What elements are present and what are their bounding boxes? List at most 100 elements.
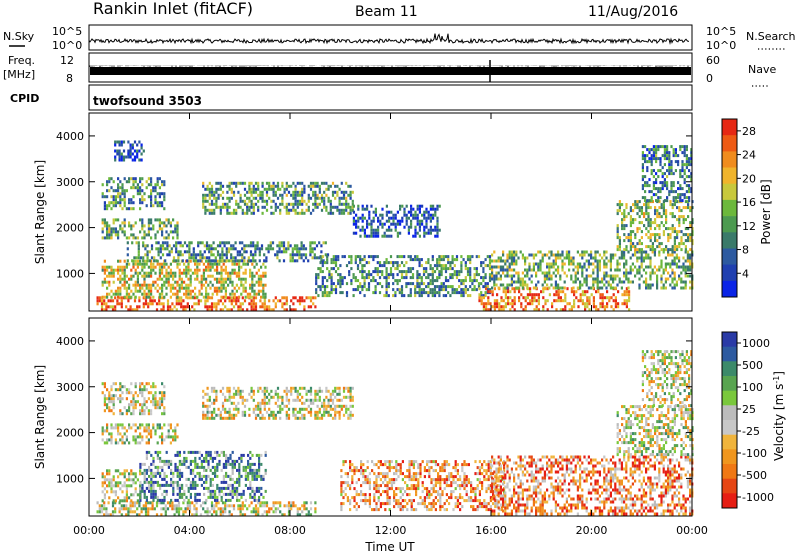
power-echo-cell bbox=[551, 305, 554, 309]
power-echo-cell bbox=[290, 208, 293, 212]
power-echo-cell bbox=[513, 259, 516, 263]
power-echo-cell bbox=[139, 201, 142, 205]
power-echo-cell bbox=[389, 255, 393, 259]
power-echo-cell bbox=[169, 289, 172, 293]
power-echo-cell bbox=[205, 277, 208, 281]
power-echo-cell bbox=[614, 268, 617, 272]
power-echo-cell bbox=[307, 205, 310, 209]
power-echo-cell bbox=[219, 308, 222, 312]
power-echo-cell bbox=[178, 283, 181, 287]
velocity-echo-cell bbox=[251, 489, 254, 493]
power-echo-cell bbox=[357, 219, 360, 223]
power-echo-cell bbox=[128, 198, 131, 202]
power-echo-cell bbox=[206, 193, 209, 197]
power-echo-cell bbox=[292, 193, 295, 197]
power-echo-cell bbox=[652, 154, 655, 158]
power-echo-cell bbox=[618, 277, 621, 281]
power-echo-cell bbox=[682, 242, 685, 246]
power-echo-cell bbox=[294, 211, 297, 215]
velocity-echo-cell bbox=[114, 507, 117, 511]
power-echo-cell bbox=[354, 258, 357, 262]
power-echo-cell bbox=[675, 283, 678, 287]
power-echo-cell bbox=[670, 172, 673, 176]
velocity-echo-cell bbox=[211, 483, 214, 487]
power-echo-cell bbox=[387, 285, 390, 289]
power-echo-cell bbox=[194, 286, 197, 290]
power-echo-cell bbox=[685, 196, 688, 200]
power-echo-cell bbox=[460, 282, 463, 286]
power-echo-cell bbox=[254, 202, 258, 206]
velocity-echo-cell bbox=[209, 456, 212, 460]
power-echo-cell bbox=[126, 247, 129, 251]
power-echo-cell bbox=[200, 283, 203, 287]
power-echo-cell bbox=[150, 227, 153, 231]
power-echo-cell bbox=[688, 190, 691, 194]
power-echo-cell bbox=[322, 241, 325, 245]
power-echo-cell bbox=[173, 305, 176, 309]
power-echo-cell bbox=[238, 268, 241, 272]
power-echo-cell bbox=[254, 187, 258, 191]
power-echo-cell bbox=[106, 286, 109, 290]
power-echo-cell bbox=[161, 253, 165, 257]
power-echo-cell bbox=[116, 140, 119, 144]
velocity-echo-cell bbox=[254, 504, 258, 508]
nave-label: Nave bbox=[748, 63, 776, 76]
power-echo-cell bbox=[252, 308, 255, 312]
power-echo-cell bbox=[678, 206, 681, 210]
power-echo-cell bbox=[261, 211, 264, 215]
power-echo-cell bbox=[412, 234, 415, 238]
velocity-echo-cell bbox=[251, 462, 254, 466]
velocity-echo-cell bbox=[251, 453, 254, 457]
velocity-echo-cell bbox=[123, 481, 126, 485]
power-echo-cell bbox=[537, 250, 540, 254]
velocity-echo-cell bbox=[161, 426, 164, 430]
power-echo-cell bbox=[638, 206, 641, 210]
velocity-echo-cell bbox=[249, 465, 252, 469]
power-echo-cell bbox=[314, 305, 317, 309]
power-echo-cell bbox=[143, 230, 146, 234]
velocity-echo-cell bbox=[214, 468, 217, 472]
velocity-echo-cell bbox=[152, 471, 155, 475]
velocity-echo-cell bbox=[112, 478, 115, 482]
power-echo-cell bbox=[623, 271, 626, 275]
velocity-echo-cell bbox=[178, 471, 181, 475]
power-echo-cell bbox=[641, 157, 644, 161]
power-echo-cell bbox=[640, 253, 643, 257]
power-echo-cell bbox=[276, 244, 279, 248]
power-echo-cell bbox=[666, 196, 669, 200]
velocity-echo-cell bbox=[233, 480, 236, 484]
power-echo-cell bbox=[687, 233, 690, 237]
velocity-echo-cell bbox=[121, 423, 124, 427]
power-echo-cell bbox=[261, 184, 264, 188]
power-echo-cell bbox=[186, 305, 189, 309]
velocity-echo-cell bbox=[225, 456, 228, 460]
power-echo-cell bbox=[300, 241, 303, 245]
power-echo-cell bbox=[683, 172, 686, 176]
velocity-echo-cell bbox=[159, 465, 162, 469]
power-echo-cell bbox=[598, 259, 601, 263]
power-echo-cell bbox=[473, 276, 476, 280]
power-echo-cell bbox=[254, 190, 258, 194]
power-echo-cell bbox=[668, 169, 671, 173]
power-echo-cell bbox=[210, 253, 213, 257]
power-echo-cell bbox=[363, 294, 366, 298]
power-echo-cell bbox=[129, 146, 132, 150]
power-echo-cell bbox=[119, 268, 122, 272]
power-echo-cell bbox=[303, 299, 306, 303]
power-echo-cell bbox=[557, 253, 560, 257]
power-echo-cell bbox=[521, 280, 524, 284]
power-echo-cell bbox=[338, 211, 341, 215]
power-echo-cell bbox=[409, 267, 412, 271]
power-echo-cell bbox=[618, 209, 621, 213]
power-echo-cell bbox=[119, 224, 122, 228]
power-echo-cell bbox=[592, 256, 595, 260]
power-echo-cell bbox=[414, 294, 417, 298]
power-echo-cell bbox=[645, 227, 648, 231]
power-echo-cell bbox=[605, 280, 608, 284]
power-echo-cell bbox=[220, 277, 223, 281]
power-echo-cell bbox=[616, 203, 619, 207]
power-echo-cell bbox=[529, 287, 532, 291]
power-echo-cell bbox=[493, 250, 496, 254]
power-echo-cell bbox=[243, 187, 247, 191]
power-echo-cell bbox=[453, 264, 456, 268]
